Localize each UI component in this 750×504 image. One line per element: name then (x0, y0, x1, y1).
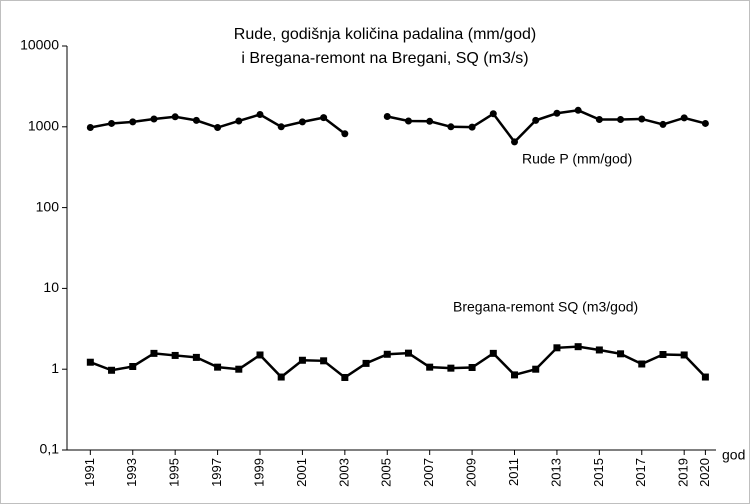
marker (150, 115, 158, 123)
marker (214, 363, 222, 371)
marker (362, 359, 370, 367)
marker (617, 116, 625, 124)
marker (86, 124, 94, 132)
x-tick-label: 2005 (379, 458, 394, 487)
marker (383, 350, 391, 358)
marker (489, 110, 497, 118)
x-tick-label: 1991 (82, 458, 97, 487)
marker (680, 351, 688, 359)
series-label: Rude P (mm/god) (522, 151, 632, 167)
marker (298, 356, 306, 364)
y-tick-label: 10 (43, 279, 59, 295)
marker (171, 351, 179, 359)
marker (341, 373, 349, 381)
marker (298, 118, 306, 126)
marker (680, 114, 688, 122)
x-tick-label: 2020 (697, 458, 712, 487)
x-tick-label: 2011 (506, 458, 521, 486)
marker (150, 349, 158, 357)
x-tick-label: 2003 (336, 458, 351, 487)
x-tick-label: 2007 (421, 458, 436, 487)
x-tick-label: 1993 (124, 458, 139, 487)
marker (320, 114, 328, 122)
marker (235, 117, 243, 125)
x-tick-label: 2017 (633, 458, 648, 487)
marker (404, 349, 412, 357)
marker (511, 138, 519, 146)
marker (214, 124, 222, 132)
marker (192, 353, 200, 361)
marker (171, 113, 179, 121)
marker (617, 350, 625, 358)
marker (129, 118, 137, 126)
chart-title: i Bregana-remont na Bregani, SQ (m3/s) (241, 50, 528, 67)
marker (447, 364, 455, 372)
marker (532, 365, 540, 373)
x-tick-label: 1995 (167, 458, 182, 487)
marker (595, 346, 603, 354)
marker (404, 117, 412, 125)
x-tick-label: 1999 (251, 458, 266, 487)
marker (426, 363, 434, 371)
marker (192, 116, 200, 124)
marker (659, 120, 667, 128)
x-tick-label: 2013 (548, 458, 563, 487)
x-tick-label: 2019 (676, 458, 691, 487)
marker (595, 116, 603, 124)
marker (108, 366, 116, 374)
marker (553, 344, 561, 352)
marker (320, 357, 328, 365)
marker (489, 349, 497, 357)
marker (532, 116, 540, 124)
marker (129, 362, 137, 370)
marker (235, 365, 243, 373)
marker (277, 373, 285, 381)
marker (277, 123, 285, 131)
marker (511, 371, 519, 379)
marker (468, 123, 476, 131)
marker (638, 360, 646, 368)
marker (701, 119, 709, 127)
series-line (89, 345, 707, 380)
x-tick-label: 2001 (294, 458, 309, 487)
marker (426, 117, 434, 125)
marker (468, 363, 476, 371)
marker (447, 123, 455, 131)
y-tick-label: 1000 (28, 118, 59, 134)
x-tick-label: 2015 (591, 458, 606, 487)
marker (256, 351, 264, 359)
x-axis-label: god (722, 447, 745, 463)
marker (108, 119, 116, 127)
y-tick-label: 0,1 (40, 441, 60, 457)
marker (574, 343, 582, 351)
y-tick-label: 1 (51, 360, 59, 376)
marker (256, 110, 264, 118)
marker (553, 109, 561, 117)
marker (574, 106, 582, 114)
marker (638, 115, 646, 123)
y-tick-label: 10000 (20, 37, 59, 53)
marker (341, 130, 349, 138)
y-tick-label: 100 (36, 198, 60, 214)
marker (659, 351, 667, 359)
marker (383, 113, 391, 121)
marker (701, 373, 709, 381)
marker (86, 358, 94, 366)
x-tick-label: 1997 (209, 458, 224, 487)
series-label: Bregana-remont SQ (m3/god) (453, 299, 638, 315)
x-tick-label: 2009 (464, 458, 479, 487)
chart-title: Rude, godišnja količina padalina (mm/god… (234, 26, 536, 43)
